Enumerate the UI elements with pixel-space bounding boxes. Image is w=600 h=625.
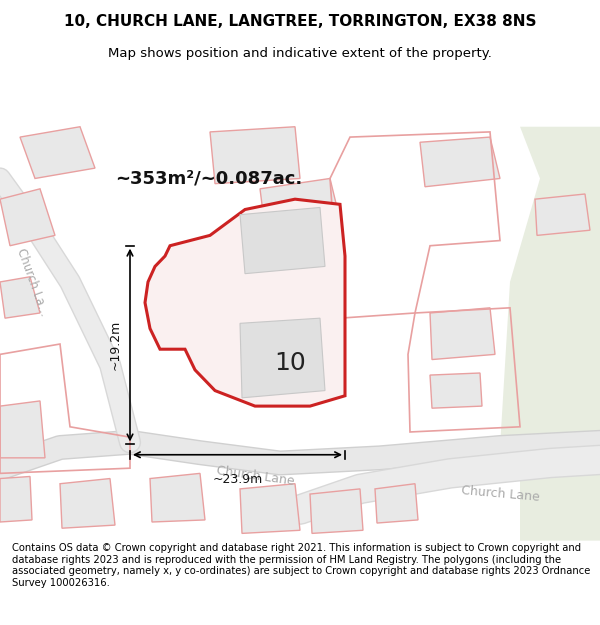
Text: Contains OS data © Crown copyright and database right 2021. This information is : Contains OS data © Crown copyright and d…: [12, 543, 590, 588]
Text: ~353m²/~0.087ac.: ~353m²/~0.087ac.: [115, 169, 302, 187]
Polygon shape: [240, 484, 300, 533]
Polygon shape: [0, 277, 40, 318]
Polygon shape: [20, 127, 95, 179]
Text: Church Lane: Church Lane: [460, 484, 540, 504]
Polygon shape: [420, 137, 500, 187]
Text: ~23.9m: ~23.9m: [212, 473, 263, 486]
Polygon shape: [430, 373, 482, 408]
Polygon shape: [0, 401, 45, 458]
Polygon shape: [150, 473, 205, 522]
Text: Church Lane: Church Lane: [215, 464, 295, 488]
Polygon shape: [535, 194, 590, 236]
Polygon shape: [210, 127, 300, 184]
Polygon shape: [0, 476, 32, 522]
Polygon shape: [240, 318, 325, 398]
Text: Map shows position and indicative extent of the property.: Map shows position and indicative extent…: [108, 48, 492, 61]
Polygon shape: [240, 208, 325, 274]
Polygon shape: [60, 479, 115, 528]
Text: 10: 10: [274, 351, 306, 374]
Text: 10, CHURCH LANE, LANGTREE, TORRINGTON, EX38 8NS: 10, CHURCH LANE, LANGTREE, TORRINGTON, E…: [64, 14, 536, 29]
Polygon shape: [260, 179, 340, 228]
Polygon shape: [0, 189, 55, 246]
Text: Church La…: Church La…: [14, 246, 50, 318]
Polygon shape: [145, 199, 345, 406]
Polygon shape: [430, 308, 495, 359]
Polygon shape: [500, 127, 600, 541]
Polygon shape: [375, 484, 418, 523]
Polygon shape: [310, 489, 363, 533]
Text: ~19.2m: ~19.2m: [109, 320, 122, 370]
